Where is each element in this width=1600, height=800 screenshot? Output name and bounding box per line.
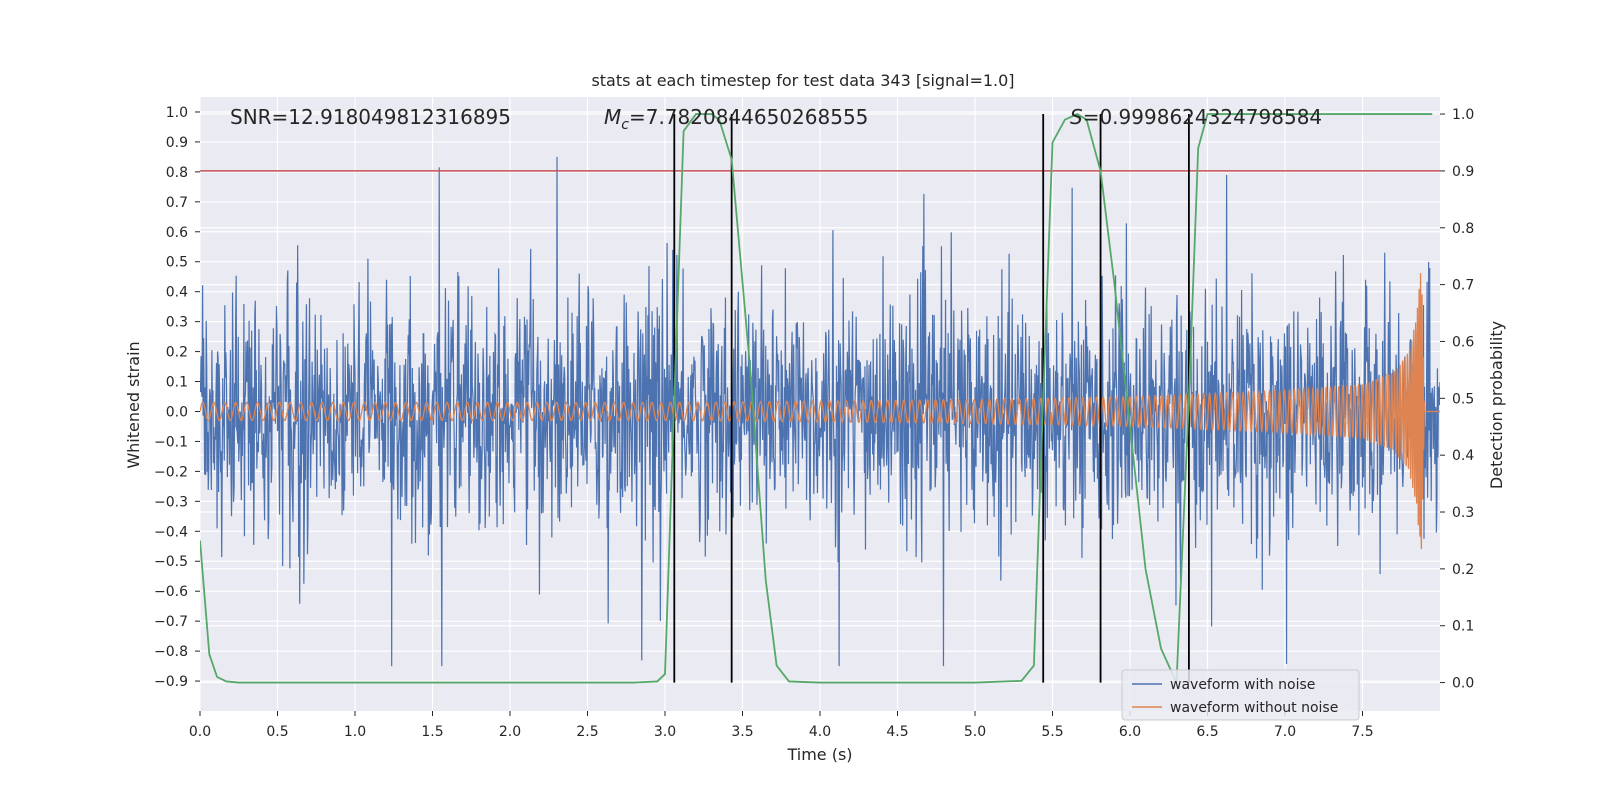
series-waveform-with-noise <box>200 156 1440 667</box>
y-tick-label: −0.2 <box>154 464 188 480</box>
s-symbol: S <box>1070 105 1083 129</box>
y-tick-label: 0.0 <box>166 404 188 420</box>
y2-tick-label: 0.3 <box>1452 505 1474 521</box>
y2-tick-label: 0.0 <box>1452 676 1474 692</box>
x-tick-label: 7.0 <box>1274 724 1296 740</box>
x-axis-label: Time (s) <box>786 745 852 764</box>
legend: waveform with noise waveform without noi… <box>1121 669 1360 721</box>
x-tick-label: 2.0 <box>499 724 521 740</box>
mc-symbol: M <box>604 105 621 129</box>
y2-tick-label: 0.2 <box>1452 562 1474 578</box>
y2-axis: 1.0 0.9 0.8 0.7 0.6 0.5 0.4 0.3 0.2 0.1 0.0 <box>1440 107 1474 692</box>
y-tick-label: −0.3 <box>154 494 188 510</box>
y2-tick-label: 0.5 <box>1452 391 1474 407</box>
snr-annotation: SNR=12.918049812316895 <box>230 105 511 129</box>
y-tick-label: 0.8 <box>166 165 188 181</box>
y-tick-label: 1.0 <box>166 105 188 121</box>
x-tick-label: 3.5 <box>731 724 753 740</box>
x-tick-label: 1.0 <box>344 724 366 740</box>
y2-tick-label: 0.6 <box>1452 334 1474 350</box>
y-axis: 1.0 0.9 0.8 0.7 0.6 0.5 0.4 0.3 0.2 0.1 0.0 −0.1 −0.… <box>154 105 200 690</box>
y-tick-label: 0.7 <box>166 195 188 211</box>
y-tick-label: −0.7 <box>154 614 188 630</box>
y-tick-label: −0.5 <box>154 554 188 570</box>
mc-annotation: Mc=7.7820844650268555 <box>604 105 868 133</box>
x-tick-label: 4.5 <box>886 724 908 740</box>
x-tick-label: 7.5 <box>1351 724 1373 740</box>
mc-value: =7.7820844650268555 <box>629 105 868 129</box>
legend-box <box>1121 669 1360 721</box>
s-annotation: S=0.9998624324798584 <box>1070 105 1322 129</box>
x-tick-label: 5.5 <box>1041 724 1063 740</box>
x-tick-label: 5.0 <box>964 724 986 740</box>
x-tick-label: 1.5 <box>421 724 443 740</box>
y2-tick-label: 0.8 <box>1452 221 1474 237</box>
y2-tick-label: 0.4 <box>1452 448 1474 464</box>
y-tick-label: 0.3 <box>166 315 188 331</box>
y-tick-label: −0.9 <box>154 674 188 690</box>
y-tick-label: 0.1 <box>166 375 188 391</box>
y-tick-label: −0.8 <box>154 644 188 660</box>
x-tick-label: 3.0 <box>654 724 676 740</box>
y-tick-label: 0.5 <box>166 255 188 271</box>
mc-subscript: c <box>621 117 629 133</box>
y2-tick-label: 1.0 <box>1452 107 1474 123</box>
legend-label-clean: waveform without noise <box>1170 700 1338 716</box>
legend-label-noise: waveform with noise <box>1170 677 1315 693</box>
y2-axis-label: Detection probability <box>1487 321 1506 489</box>
y-tick-label: −0.1 <box>154 434 188 450</box>
y2-tick-label: 0.1 <box>1452 619 1474 635</box>
x-tick-label: 2.5 <box>576 724 598 740</box>
x-tick-label: 4.0 <box>809 724 831 740</box>
s-value: =0.9998624324798584 <box>1083 105 1322 129</box>
y-tick-label: −0.6 <box>154 584 188 600</box>
y2-tick-label: 0.9 <box>1452 164 1474 180</box>
y-tick-label: 0.9 <box>166 135 188 151</box>
x-tick-label: 6.5 <box>1196 724 1218 740</box>
x-tick-label: 0.5 <box>266 724 288 740</box>
y-tick-label: 0.6 <box>166 225 188 241</box>
series-waveform-without-noise <box>200 273 1440 550</box>
y-tick-label: −0.4 <box>154 524 188 540</box>
y2-tick-label: 0.7 <box>1452 278 1474 294</box>
y-axis-label: Whitened strain <box>124 341 143 468</box>
x-tick-label: 0.0 <box>189 724 211 740</box>
y-tick-label: 0.2 <box>166 345 188 361</box>
x-tick-label: 6.0 <box>1119 724 1141 740</box>
y-tick-label: 0.4 <box>166 285 188 301</box>
chart-title: stats at each timestep for test data 343… <box>591 71 1014 90</box>
